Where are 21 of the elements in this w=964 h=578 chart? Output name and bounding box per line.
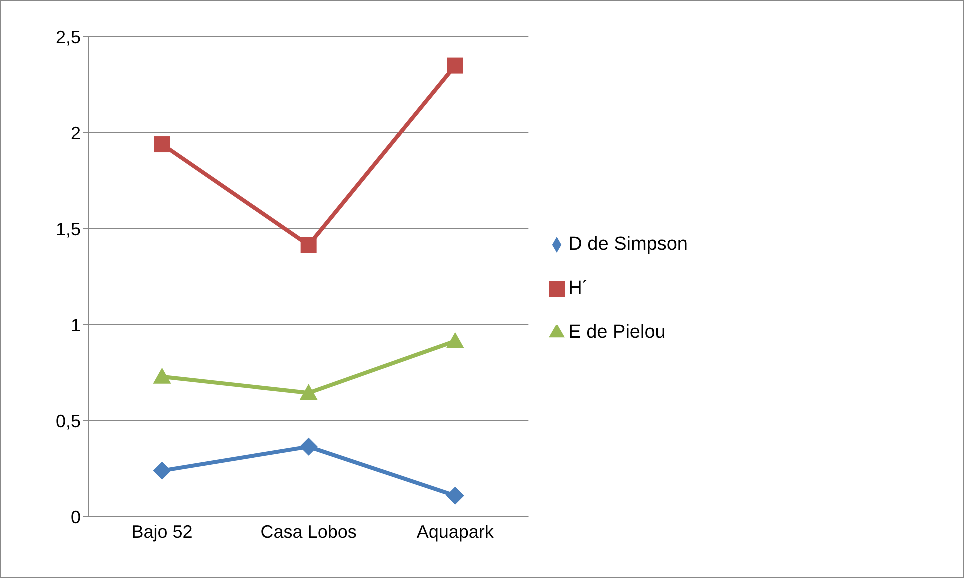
point — [300, 438, 318, 456]
legend-label: D de Simpson — [568, 234, 688, 255]
y-tick-label: 2 — [70, 123, 81, 144]
y-tick-label: 0,5 — [56, 411, 81, 432]
legend-label: H´ — [568, 278, 589, 299]
point — [154, 136, 170, 153]
legend-label: E de Pielou — [568, 322, 666, 343]
x-tick-label: Bajo 52 — [132, 522, 193, 542]
x-tick-label: Casa Lobos — [260, 522, 357, 542]
y-tick-label: 2,5 — [56, 27, 81, 48]
point — [446, 486, 464, 505]
y-tick-label: 0 — [70, 507, 81, 528]
x-tick-label: Aquapark — [416, 522, 495, 542]
point — [153, 368, 172, 384]
y-tick-label: 1 — [70, 315, 81, 336]
point — [300, 384, 318, 400]
point — [446, 332, 464, 348]
point — [447, 58, 464, 74]
y-tick-label: 1,5 — [56, 219, 81, 240]
point — [300, 237, 317, 254]
point — [153, 462, 172, 480]
